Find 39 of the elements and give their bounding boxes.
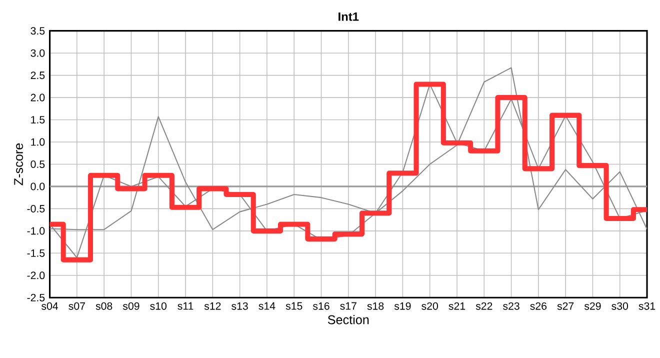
x-tick-label: s20 (422, 302, 438, 310)
y-tick-label: 3.5 (30, 26, 45, 34)
y-tick-label: 3.0 (30, 49, 45, 57)
y-tick-label: 1.0 (31, 138, 45, 146)
y-tick-label: -1.5 (27, 249, 45, 257)
y-tick-label: 1.5 (31, 116, 45, 124)
x-axis-title: Section (328, 314, 369, 324)
x-tick-label: s08 (96, 302, 112, 310)
x-tick-label: s29 (584, 302, 601, 310)
x-tick-label: s16 (312, 302, 330, 310)
x-tick-label: s26 (530, 302, 547, 310)
x-tick-label: s31 (638, 302, 656, 310)
x-tick-label: s04 (42, 302, 58, 310)
x-tick-label: s10 (150, 302, 167, 310)
x-tick-label: s11 (178, 302, 194, 310)
x-tick-label: s23 (503, 302, 520, 310)
x-tick-label: s14 (258, 302, 276, 310)
x-tick-label: s17 (340, 302, 356, 310)
x-tick-label: s07 (68, 302, 85, 310)
y-tick-label: 0.0 (30, 182, 45, 190)
x-tick-label: s09 (122, 302, 140, 310)
x-tick-label: s27 (557, 302, 574, 310)
x-tick-label: s22 (476, 302, 492, 310)
y-tick-label: 2.0 (30, 94, 45, 102)
x-tick-label: s30 (612, 302, 628, 310)
x-tick-label: s21 (448, 302, 466, 310)
y-tick-label: -2.0 (27, 271, 45, 279)
y-tick-label: 2.5 (30, 71, 45, 79)
x-tick-label: s18 (367, 302, 384, 310)
x-tick-label: s15 (286, 302, 302, 310)
x-tick-label: s12 (204, 302, 221, 310)
y-tick-label: -2.5 (27, 294, 45, 302)
y-tick-label: 0.5 (30, 160, 45, 168)
y-tick-label: -0.5 (27, 204, 45, 212)
x-tick-label: s13 (232, 302, 248, 310)
x-tick-label: s19 (394, 302, 411, 310)
y-tick-label: -1.0 (27, 227, 45, 235)
y-axis-title: Z-score (14, 143, 23, 186)
chart-title: Int1 (338, 12, 359, 21)
